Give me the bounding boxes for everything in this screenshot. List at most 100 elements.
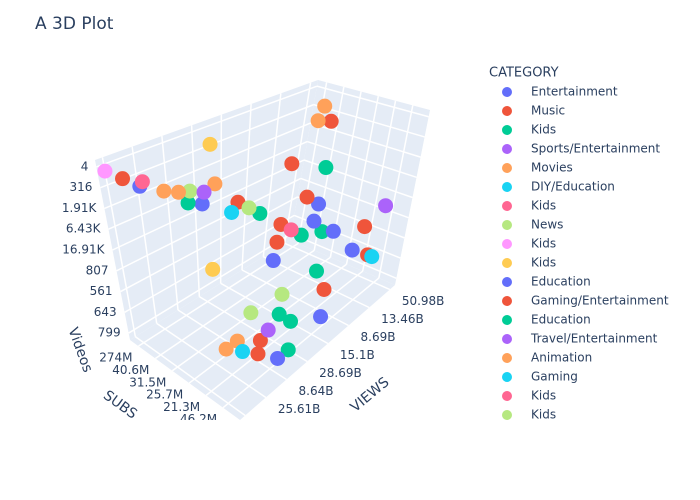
grid-line <box>310 122 421 158</box>
grid-line <box>205 270 364 396</box>
x-tick-label: 13.46B <box>381 312 424 326</box>
point <box>180 195 196 211</box>
point <box>202 136 218 152</box>
point <box>196 184 212 200</box>
legend-marker <box>502 334 512 344</box>
point <box>311 196 327 212</box>
grid-line <box>241 269 349 327</box>
point <box>170 184 186 200</box>
point <box>241 200 257 216</box>
z-tick-label: 799 <box>98 326 121 340</box>
legend-marker <box>502 353 512 363</box>
y-tick-label: 274M <box>99 351 132 365</box>
y-tick-label: 40.6M <box>112 363 149 377</box>
point <box>364 249 380 265</box>
point <box>299 189 315 205</box>
grid-line <box>116 177 302 272</box>
grid-line <box>154 249 315 360</box>
point <box>97 163 113 179</box>
z-tick-label: 643 <box>94 305 117 319</box>
point <box>344 242 360 258</box>
legend-marker <box>502 239 512 249</box>
y-tick-label: 31.5M <box>129 375 166 389</box>
grid-line <box>222 277 380 409</box>
z-axis-title: Videos <box>65 325 96 374</box>
x-tick-label: 8.64B <box>299 384 334 398</box>
point <box>283 222 299 238</box>
legend-label: Travel/Entertainment <box>530 332 658 346</box>
grid-line <box>134 336 246 417</box>
point <box>357 219 373 235</box>
point <box>271 306 287 322</box>
grid-line <box>316 85 429 118</box>
grid-line <box>306 140 417 179</box>
legend-label: Gaming <box>531 370 578 384</box>
point <box>306 213 322 229</box>
legend-label: Education <box>531 275 591 289</box>
point <box>250 346 266 362</box>
z-tick-label: 4 <box>81 159 89 173</box>
legend-marker <box>502 277 512 287</box>
legend-title: CATEGORY <box>489 66 559 81</box>
legend-marker <box>502 315 512 325</box>
legend-marker <box>502 372 512 382</box>
point <box>280 342 296 358</box>
point <box>313 309 329 325</box>
y-tick-label: 46.2M <box>180 412 217 426</box>
point <box>207 176 223 192</box>
legend-marker <box>502 220 512 230</box>
legend-marker <box>502 201 512 211</box>
point <box>284 156 300 172</box>
z-tick-label: 807 <box>86 263 109 277</box>
x-tick-label: 50.98B <box>402 294 445 308</box>
point <box>316 281 332 297</box>
point <box>182 183 198 199</box>
point <box>270 350 286 366</box>
y-tick-label: 25.7M <box>146 388 183 402</box>
legend-marker <box>502 410 512 420</box>
scene: 11.6 25.61B 8.64B 28.69B 15.1B 8.69B 13.46B 50.… <box>62 80 445 434</box>
y-axis-title: SUBS <box>100 388 140 423</box>
legend-marker <box>502 106 512 116</box>
grid-line <box>290 233 397 279</box>
point <box>274 286 290 302</box>
grid-line <box>313 103 425 138</box>
x-tick-label: 8.69B <box>361 330 396 344</box>
z-tick-label: 561 <box>90 284 113 298</box>
point <box>156 183 172 199</box>
legend-label: Kids <box>531 256 556 270</box>
legend-label: News <box>531 218 563 232</box>
point <box>314 224 330 240</box>
legend-marker <box>502 391 512 401</box>
z-tick-label: 316 <box>69 180 92 194</box>
point <box>252 333 268 348</box>
legend-marker <box>502 125 512 135</box>
point <box>318 160 334 176</box>
point <box>325 223 341 239</box>
point <box>323 113 339 129</box>
grid-line <box>284 242 391 291</box>
grid-line <box>104 122 311 210</box>
legend-marker <box>502 258 512 268</box>
grid-line <box>156 322 267 399</box>
legend-label: Kids <box>531 389 556 403</box>
point <box>194 196 210 212</box>
grid-line <box>263 255 370 309</box>
point <box>134 174 150 190</box>
legend-label: Kids <box>531 408 556 422</box>
legend-marker <box>502 87 512 97</box>
point <box>283 313 299 329</box>
x-tick-label: 11.6 <box>257 420 284 434</box>
point <box>317 98 333 114</box>
point <box>309 263 325 279</box>
point <box>205 261 221 277</box>
z-tick-label: 16.91K <box>62 243 105 257</box>
legend-label: Education <box>531 313 591 327</box>
legend-label: Music <box>531 104 565 118</box>
point <box>265 253 281 269</box>
point <box>235 344 251 360</box>
point <box>378 198 394 214</box>
x-tick-label: 28.69B <box>319 366 362 380</box>
legend-label: Animation <box>531 351 592 365</box>
